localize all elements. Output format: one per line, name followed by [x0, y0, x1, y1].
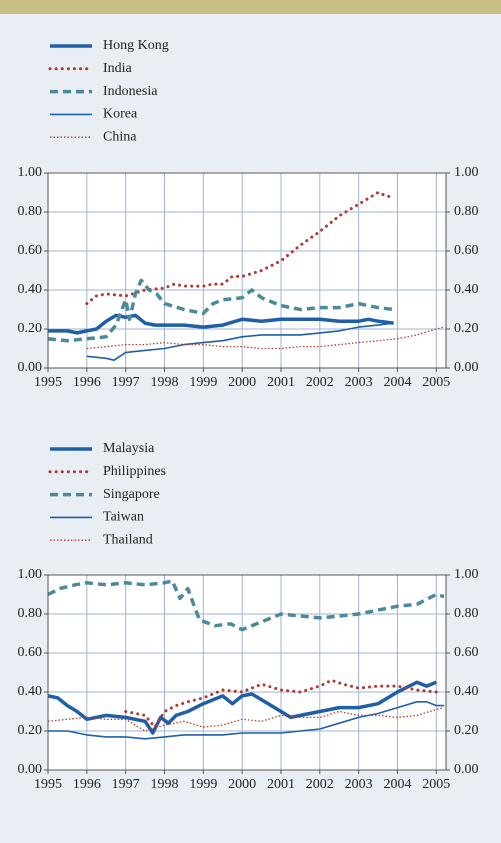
- y2-tick-label: 0.60: [454, 645, 479, 660]
- series-line: [48, 701, 445, 740]
- series-line: [47, 680, 437, 735]
- x-tick-label: 2003: [345, 375, 373, 390]
- plot-area: [48, 575, 446, 770]
- x-tick-label: 1995: [34, 777, 62, 792]
- y-tick-label: 0.60: [18, 645, 43, 660]
- y-tick-label: 0.40: [18, 282, 43, 297]
- y2-tick-label: 0.00: [454, 360, 479, 375]
- legend-label: Philippines: [103, 464, 166, 479]
- series-line: [86, 322, 394, 361]
- legend-label: Malaysia: [103, 441, 155, 456]
- y-tick-label: 1.00: [18, 165, 43, 180]
- series-line: [124, 678, 438, 729]
- x-tick-label: 2001: [267, 777, 295, 792]
- x-tick-label: 2002: [306, 777, 334, 792]
- x-tick-label: 2000: [228, 375, 256, 390]
- legend-label: Taiwan: [103, 510, 144, 525]
- x-tick-label: 1999: [189, 375, 217, 390]
- series-line: [48, 313, 394, 335]
- legend-label: Singapore: [103, 487, 160, 502]
- y2-tick-label: 0.40: [454, 282, 479, 297]
- series-line: [86, 326, 445, 350]
- y-tick-label: 0.80: [18, 204, 43, 219]
- y2-tick-label: 0.80: [454, 606, 479, 621]
- x-tick-label: 2004: [383, 375, 411, 390]
- series-line: [47, 706, 445, 732]
- y2-tick-label: 0.20: [454, 321, 479, 336]
- x-tick-label: 1996: [73, 375, 101, 390]
- top-bar: [0, 0, 501, 14]
- x-tick-label: 1996: [73, 777, 101, 792]
- plot-frame: [47, 172, 447, 369]
- y-tick-label: 1.00: [18, 567, 43, 582]
- x-tick-label: 2002: [306, 375, 334, 390]
- legend-label: Indonesia: [103, 84, 158, 99]
- x-tick-label: 1995: [34, 375, 62, 390]
- y-tick-label: 0.40: [18, 684, 43, 699]
- legend-label: India: [103, 61, 133, 76]
- y-tick-label: 0.20: [18, 321, 43, 336]
- y2-tick-label: 1.00: [454, 567, 479, 582]
- x-tick-label: 1997: [112, 777, 140, 792]
- legend-label: Korea: [103, 107, 138, 122]
- x-tick-label: 2000: [228, 777, 256, 792]
- y-tick-label: 0.00: [18, 762, 43, 777]
- x-tick-label: 2005: [422, 777, 450, 792]
- legend-label: Hong Kong: [103, 38, 169, 53]
- x-tick-label: 2001: [267, 375, 295, 390]
- y-tick-label: 0.00: [18, 360, 43, 375]
- series-line: [85, 191, 396, 306]
- y2-tick-label: 1.00: [454, 165, 479, 180]
- y2-tick-label: 0.20: [454, 723, 479, 738]
- x-tick-label: 2005: [422, 375, 450, 390]
- y2-tick-label: 0.80: [454, 204, 479, 219]
- y2-tick-label: 0.40: [454, 684, 479, 699]
- y-tick-label: 0.60: [18, 243, 43, 258]
- x-tick-label: 2004: [383, 777, 411, 792]
- plot-frame: [47, 574, 447, 771]
- x-tick-label: 2003: [345, 777, 373, 792]
- x-tick-label: 1998: [150, 375, 178, 390]
- y-tick-label: 0.20: [18, 723, 43, 738]
- y2-tick-label: 0.00: [454, 762, 479, 777]
- legend-label: Thailand: [103, 532, 153, 547]
- x-tick-label: 1999: [189, 777, 217, 792]
- series-line: [47, 278, 394, 343]
- x-tick-label: 1997: [112, 375, 140, 390]
- plot-area: [48, 173, 446, 368]
- y2-tick-label: 0.60: [454, 243, 479, 258]
- x-tick-label: 1998: [150, 777, 178, 792]
- y-tick-label: 0.80: [18, 606, 43, 621]
- legend-label: China: [103, 129, 137, 144]
